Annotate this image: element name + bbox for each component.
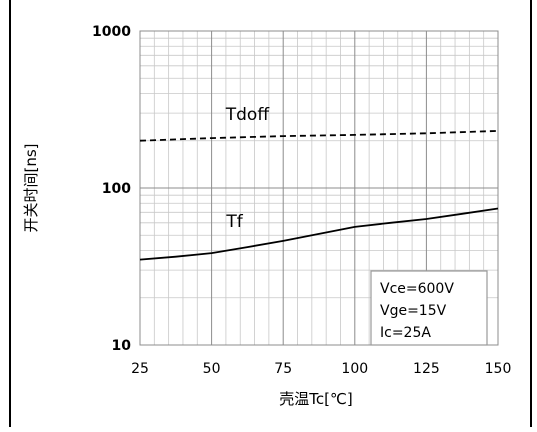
series-label-tdoff: Tdoff (225, 105, 271, 125)
y-tick-label: 10 (112, 338, 132, 354)
x-axis-title: 壳温Tc[℃] (279, 390, 352, 408)
x-tick-label: 75 (274, 361, 292, 377)
series-line-tdoff (139, 130, 499, 142)
x-tick-label: 50 (203, 361, 221, 377)
condition-ic: Ic=25A (380, 325, 431, 341)
x-tick-label: 150 (485, 361, 512, 377)
series-label-tf: Tf (225, 212, 243, 232)
conditions-box: Vce=600V Vge=15V Ic=25A (370, 270, 488, 346)
condition-vce: Vce=600V (380, 281, 454, 297)
x-tick-label: 100 (341, 361, 368, 377)
y-axis-title: 开关时间[ns] (22, 143, 40, 232)
plot-frame (139, 30, 499, 346)
y-tick-label: 100 (102, 181, 131, 197)
plot-area-border (139, 30, 499, 346)
conditions-box-frame (370, 270, 488, 346)
y-tick-label: 1000 (92, 24, 131, 40)
x-tick-label: 125 (413, 361, 440, 377)
series-layer (139, 130, 499, 261)
tick-labels: 25 50 75 100 125 150 10 100 1000 (92, 24, 511, 377)
condition-vge: Vge=15V (380, 303, 447, 319)
series-line-tf (139, 207, 499, 261)
x-tick-label: 25 (131, 361, 149, 377)
